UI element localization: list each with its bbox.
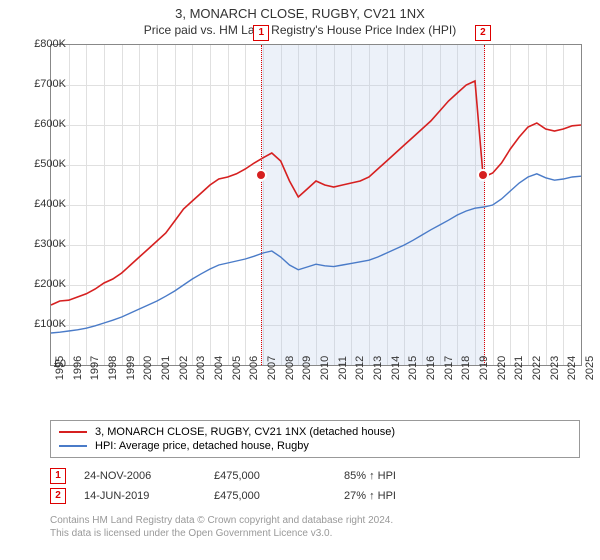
x-axis-label: 2012: [354, 356, 366, 380]
x-axis-label: 2006: [248, 356, 260, 380]
plot-area: 12: [50, 44, 582, 366]
x-axis-label: 2000: [142, 356, 154, 380]
x-axis-label: 2010: [319, 356, 331, 380]
event-date: 14-JUN-2019: [84, 490, 214, 502]
x-axis-label: 1997: [89, 356, 101, 380]
legend-label: 3, MONARCH CLOSE, RUGBY, CV21 1NX (detac…: [95, 426, 395, 438]
x-axis-label: 2024: [566, 356, 578, 380]
event-pct: 27% ↑ HPI: [344, 490, 474, 502]
event-price: £475,000: [214, 470, 344, 482]
x-axis-label: 2014: [390, 356, 402, 380]
x-axis-label: 2019: [478, 356, 490, 380]
event-dot: [477, 169, 489, 181]
x-axis-label: 2015: [407, 356, 419, 380]
x-axis-label: 2017: [443, 356, 455, 380]
legend-row: HPI: Average price, detached house, Rugb…: [59, 439, 571, 453]
events-table: 1 24-NOV-2006£475,00085% ↑ HPI 2 14-JUN-201…: [50, 466, 580, 506]
y-axis-label: £200K: [20, 278, 66, 290]
chart-container: 3, MONARCH CLOSE, RUGBY, CV21 1NX Price …: [0, 0, 600, 560]
legend-row: 3, MONARCH CLOSE, RUGBY, CV21 1NX (detac…: [59, 425, 571, 439]
x-axis-label: 2011: [337, 356, 349, 380]
footnote: Contains HM Land Registry data © Crown c…: [50, 514, 580, 540]
y-axis-label: £500K: [20, 158, 66, 170]
x-axis-label: 2001: [160, 356, 172, 380]
x-axis-label: 1996: [72, 356, 84, 380]
legend-label: HPI: Average price, detached house, Rugb…: [95, 440, 309, 452]
x-axis-label: 2009: [301, 356, 313, 380]
y-axis-label: £600K: [20, 118, 66, 130]
event-marker: 2: [475, 25, 491, 41]
x-axis-label: 2007: [266, 356, 278, 380]
x-axis-label: 2020: [496, 356, 508, 380]
x-axis-label: 2023: [549, 356, 561, 380]
x-axis-label: 2004: [213, 356, 225, 380]
x-axis-label: 1995: [54, 356, 66, 380]
footnote-line: This data is licensed under the Open Gov…: [50, 527, 580, 540]
x-axis-label: 2016: [425, 356, 437, 380]
event-table-row: 1 24-NOV-2006£475,00085% ↑ HPI: [50, 466, 580, 486]
event-number-badge: 1: [50, 468, 66, 484]
x-axis-label: 1998: [107, 356, 119, 380]
x-axis-label: 2021: [513, 356, 525, 380]
line-series: [51, 45, 581, 365]
chart-title: 3, MONARCH CLOSE, RUGBY, CV21 1NX: [0, 0, 600, 21]
x-axis-label: 2013: [372, 356, 384, 380]
series-line: [51, 174, 581, 333]
event-number-badge: 2: [50, 488, 66, 504]
y-axis-label: £100K: [20, 318, 66, 330]
footnote-line: Contains HM Land Registry data © Crown c…: [50, 514, 580, 527]
y-axis-label: £800K: [20, 38, 66, 50]
x-axis-label: 2025: [584, 356, 596, 380]
event-table-row: 2 14-JUN-2019£475,00027% ↑ HPI: [50, 486, 580, 506]
legend-and-footer: 3, MONARCH CLOSE, RUGBY, CV21 1NX (detac…: [50, 420, 580, 540]
x-axis-label: 2022: [531, 356, 543, 380]
event-price: £475,000: [214, 490, 344, 502]
series-line: [51, 81, 581, 305]
event-marker: 1: [253, 25, 269, 41]
event-pct: 85% ↑ HPI: [344, 470, 474, 482]
y-axis-label: £700K: [20, 78, 66, 90]
x-axis-label: 1999: [125, 356, 137, 380]
y-axis-label: £300K: [20, 238, 66, 250]
x-axis-label: 2002: [178, 356, 190, 380]
x-axis-label: 2018: [460, 356, 472, 380]
legend-frame: 3, MONARCH CLOSE, RUGBY, CV21 1NX (detac…: [50, 420, 580, 458]
legend-swatch: [59, 445, 87, 447]
event-date: 24-NOV-2006: [84, 470, 214, 482]
y-axis-label: £400K: [20, 198, 66, 210]
legend-swatch: [59, 431, 87, 433]
x-axis-label: 2008: [284, 356, 296, 380]
chart-subtitle: Price paid vs. HM Land Registry's House …: [0, 21, 600, 41]
event-dot: [255, 169, 267, 181]
x-axis-label: 2003: [195, 356, 207, 380]
x-axis-label: 2005: [231, 356, 243, 380]
